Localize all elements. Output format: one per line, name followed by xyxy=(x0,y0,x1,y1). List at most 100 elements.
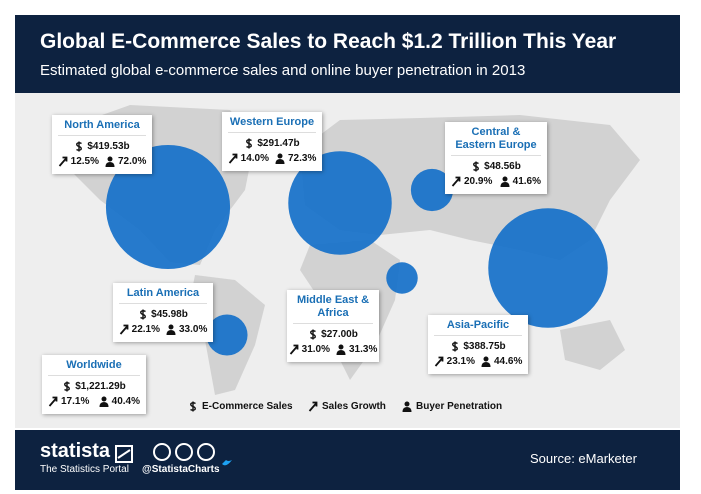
arrow-glyph xyxy=(289,344,299,355)
sales-row: $45.98b xyxy=(119,307,207,322)
growth-icon xyxy=(58,156,68,167)
sales-label: $291.47b xyxy=(257,138,300,149)
region-card: Latin America $45.98b 22.1% 33.0% xyxy=(113,283,213,342)
sales-row: $419.53b xyxy=(58,139,146,154)
twitter-icon xyxy=(222,460,232,466)
penetration-label: 33.0% xyxy=(179,324,208,335)
dollar-glyph xyxy=(473,161,480,172)
legend-item: E-Commerce Sales xyxy=(188,401,293,412)
dollar-glyph xyxy=(190,401,196,412)
body-glyph xyxy=(99,402,109,407)
sales-row: $48.56b xyxy=(451,159,541,174)
legend-label: Sales Growth xyxy=(322,401,386,412)
footer-band xyxy=(15,430,680,490)
dollar-glyph xyxy=(140,309,147,320)
bubble xyxy=(288,151,392,255)
body-glyph xyxy=(481,362,491,367)
sales-label: $419.53b xyxy=(87,141,130,152)
bubble xyxy=(105,144,231,270)
head-glyph xyxy=(168,324,174,330)
region-name: Latin America xyxy=(119,287,207,304)
dollar-glyph xyxy=(310,329,317,340)
growth-label: 20.9% xyxy=(464,176,493,187)
growth-label: 17.1% xyxy=(61,396,90,407)
growth-label: 23.1% xyxy=(446,356,475,367)
rates-row: 23.1% 44.6% xyxy=(434,354,522,369)
region-card: Western Europe $291.47b 14.0% 72.3% xyxy=(222,112,322,171)
rates-row: 14.0% 72.3% xyxy=(228,151,316,166)
head-glyph xyxy=(107,156,113,162)
dollar-icon xyxy=(190,401,196,412)
bubble xyxy=(386,262,418,294)
region-card: North America $419.53b 12.5% 72.0% xyxy=(52,115,152,174)
dollar-glyph xyxy=(64,381,71,392)
handle: @StatistaCharts xyxy=(142,464,220,475)
sales-row: $1,221.29b xyxy=(48,379,140,394)
growth-icon xyxy=(119,324,129,335)
dollar-icon xyxy=(64,381,71,392)
dollar-icon xyxy=(140,309,147,320)
penetration-label: 40.4% xyxy=(111,396,140,407)
brand: statista xyxy=(40,440,111,462)
sales-row: $291.47b xyxy=(228,136,316,151)
body-glyph xyxy=(275,159,285,164)
arrow-glyph xyxy=(119,324,129,335)
arrow-glyph xyxy=(58,156,68,167)
growth-label: 12.5% xyxy=(70,156,99,167)
head-glyph xyxy=(101,396,107,402)
growth-label: 22.1% xyxy=(131,324,160,335)
head-glyph xyxy=(483,356,489,362)
growth-icon xyxy=(451,176,461,187)
region-name: Central & Eastern Europe xyxy=(451,126,541,156)
rates-row: 17.1% 40.4% xyxy=(48,394,140,409)
bubble xyxy=(488,208,608,328)
dollar-glyph xyxy=(452,341,459,352)
body-glyph xyxy=(166,330,176,335)
title: Global E-Commerce Sales to Reach $1.2 Tr… xyxy=(40,30,617,53)
head-glyph xyxy=(277,153,283,159)
person-icon xyxy=(336,344,346,355)
legend-item: Buyer Penetration xyxy=(402,401,502,412)
rates-row: 12.5% 72.0% xyxy=(58,154,146,169)
region-card: Central & Eastern Europe $48.56b 20.9% 41.6… xyxy=(445,122,547,194)
person-icon xyxy=(99,396,109,407)
person-icon xyxy=(481,356,491,367)
dollar-icon xyxy=(310,329,317,340)
sales-label: $45.98b xyxy=(151,309,188,320)
region-name: Middle East & Africa xyxy=(293,294,373,324)
body-glyph xyxy=(336,350,346,355)
person-icon xyxy=(105,156,115,167)
arrow-glyph xyxy=(434,356,444,367)
penetration-label: 44.6% xyxy=(494,356,523,367)
body-glyph xyxy=(500,182,510,187)
region-card: Middle East & Africa $27.00b 31.0% 31.3% xyxy=(287,290,379,362)
head-glyph xyxy=(502,176,508,182)
growth-icon xyxy=(308,401,318,412)
sales-label: $388.75b xyxy=(463,341,506,352)
region-card: Worldwide $1,221.29b 17.1% 40.4% xyxy=(42,355,146,414)
header-band xyxy=(15,15,680,93)
region-name: Western Europe xyxy=(228,116,316,133)
legend-label: Buyer Penetration xyxy=(416,401,503,412)
body-glyph xyxy=(402,407,412,412)
growth-icon xyxy=(434,356,444,367)
growth-label: 14.0% xyxy=(240,153,269,164)
dollar-glyph xyxy=(246,138,253,149)
head-glyph xyxy=(404,401,410,407)
person-icon xyxy=(275,153,285,164)
subtitle: Estimated global e-commerce sales and on… xyxy=(40,62,526,79)
region-name: Worldwide xyxy=(48,359,140,376)
arrow-glyph xyxy=(228,153,238,164)
person-icon xyxy=(402,401,412,412)
penetration-label: 41.6% xyxy=(512,176,541,187)
region-name: Asia-Pacific xyxy=(434,319,522,336)
arrow-glyph xyxy=(308,401,318,412)
license-icons xyxy=(153,443,215,461)
growth-label: 31.0% xyxy=(301,344,330,355)
region-card: Asia-Pacific $388.75b 23.1% 44.6% xyxy=(428,315,528,374)
rates-row: 22.1% 33.0% xyxy=(119,322,207,337)
body-glyph xyxy=(105,162,115,167)
dollar-icon xyxy=(452,341,459,352)
legend-label: E-Commerce Sales xyxy=(202,401,293,412)
